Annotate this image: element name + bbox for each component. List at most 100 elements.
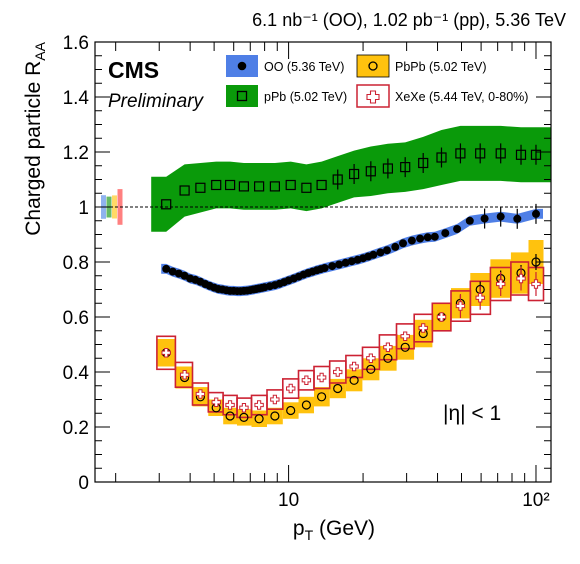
ppb-point [515, 149, 527, 160]
xexe-syst-box [174, 361, 194, 388]
legend-item-oo: OO (5.36 TeV) [226, 55, 344, 77]
oo-point [369, 250, 378, 259]
pbpb-point [383, 353, 393, 363]
systematic-bands-layer [101, 125, 551, 427]
y-tick-label: 0.2 [63, 418, 89, 439]
pbpb-point [286, 405, 296, 416]
ppb-point [349, 168, 360, 180]
xexe-point [286, 383, 296, 394]
oo-point [513, 214, 522, 223]
xexe-point [161, 348, 171, 358]
legend: OO (5.36 TeV) PbPb (5.02 TeV) pPb (5.02 … [226, 54, 528, 108]
ppb-point [301, 182, 312, 193]
xexe-syst-box [156, 335, 177, 371]
xexe-point [270, 394, 280, 405]
ppb-point [211, 179, 222, 191]
legend-marker-pbpb [368, 61, 378, 71]
ppb-point [161, 199, 172, 210]
oo-point [532, 209, 540, 218]
ppb-point [455, 148, 466, 159]
ppb-point [382, 163, 393, 174]
xexe-point [531, 279, 541, 289]
legend-marker-ppb [236, 90, 248, 102]
y-tick-label: 0.8 [63, 253, 89, 274]
x-axis-label-unit: (GeV) [313, 517, 375, 540]
x-axis-label: pT (GeV) [293, 517, 375, 543]
y-tick-label: 1.6 [63, 33, 89, 54]
pbpb-syst-box [223, 407, 238, 425]
ppb-point [365, 166, 376, 177]
legend-item-pbpb: PbPb (5.02 TeV) [356, 54, 487, 78]
ppb-point [316, 179, 327, 191]
xexe-point [349, 361, 359, 372]
ppb-point [254, 181, 265, 192]
ppb-point [436, 152, 447, 163]
xexe-point [475, 293, 485, 303]
pbpb-point [333, 383, 343, 394]
oo-point [453, 225, 462, 233]
pbpb-point [400, 342, 410, 352]
xexe-point [455, 301, 466, 311]
xexe-point [225, 400, 235, 410]
ppb-point [225, 179, 236, 191]
pbpb-point [254, 414, 264, 424]
ppb-point [238, 181, 249, 192]
y-axis-label: Charged particle RAA [22, 41, 48, 235]
status-label: Preliminary [108, 91, 205, 112]
ppb-point [195, 182, 206, 193]
xexe-point [211, 397, 221, 407]
pbpb-point [366, 364, 376, 374]
legend-marker-xexe [366, 90, 380, 104]
oo-point [430, 232, 439, 241]
oo-point [320, 264, 329, 272]
ppb-point [400, 162, 411, 173]
pbpb-point [349, 375, 359, 385]
pbpb-syst-box [314, 387, 330, 407]
eta-annotation: |η| < 1 [443, 402, 501, 425]
legend-label-xexe: XeXe (5.44 TeV, 0-80%) [395, 90, 528, 104]
pbpb-point [225, 411, 235, 421]
legend-item-xexe: XeXe (5.44 TeV, 0-80%) [356, 84, 528, 108]
ppb-point [332, 174, 343, 185]
oo-point [465, 216, 474, 225]
legend-label-pbpb: PbPb (5.02 TeV) [395, 60, 487, 74]
pbpb-syst-box [282, 402, 299, 419]
pbpb-syst-box [379, 345, 397, 371]
oo-point [480, 214, 489, 223]
y-tick-label: 1.2 [63, 143, 89, 164]
legend-label-ppb: pPb (5.02 TeV) [264, 90, 347, 104]
xexe-point [400, 331, 410, 341]
pbpb-syst-box [396, 334, 415, 360]
xexe-point [495, 279, 506, 289]
oo-point [168, 267, 177, 276]
legend-marker-oo [237, 61, 247, 71]
ppb-point [269, 181, 280, 192]
pbpb-point [239, 412, 249, 422]
oo-point [383, 246, 391, 255]
ppb-point [179, 185, 190, 196]
data-points-layer [161, 143, 542, 424]
y-axis-label-subscript: AA [32, 41, 48, 60]
xexe-point [179, 370, 190, 380]
oo-point [416, 234, 425, 243]
legend-swatch-pbpb [356, 54, 390, 78]
ppb-point [495, 148, 506, 159]
pbpb-point [270, 411, 280, 421]
xexe-syst-box [266, 389, 284, 410]
ppb-point [418, 157, 429, 169]
y-tick-label: 1.4 [63, 88, 90, 109]
ppb-point [285, 179, 296, 191]
x-tick-label: 10² [522, 490, 549, 511]
xexe-point [436, 312, 447, 322]
oo-point [399, 239, 407, 248]
pbpb-syst-box [345, 369, 363, 392]
y-tick-label: 0 [78, 473, 89, 494]
oo-point [423, 233, 432, 242]
chart-header: 6.1 nb⁻¹ (OO), 1.02 pb⁻¹ (pp), 5.36 TeV [252, 10, 566, 30]
xexe-point [301, 375, 312, 385]
ppb-point [475, 148, 486, 159]
xexe-point [383, 342, 393, 352]
pbpb-syst-box [510, 252, 529, 294]
legend-swatch-xexe [356, 84, 390, 108]
